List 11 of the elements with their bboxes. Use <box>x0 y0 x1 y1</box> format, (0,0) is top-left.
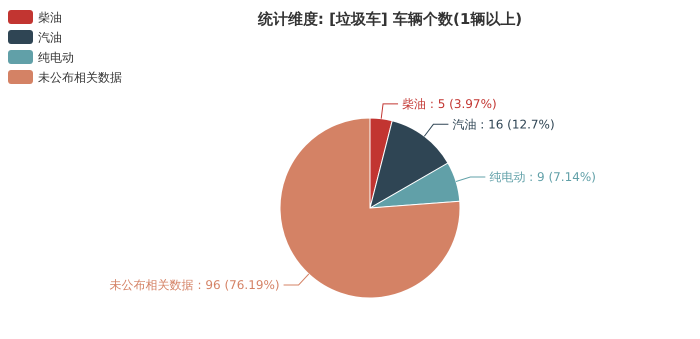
legend-label: 未公布相关数据 <box>38 70 122 84</box>
data-label: 未公布相关数据 : 96 (76.19%) <box>110 278 280 292</box>
legend-label: 汽油 <box>38 30 62 44</box>
data-label: 汽油 : 16 (12.7%) <box>452 117 555 132</box>
data-label: 纯电动 : 9 (7.14%) <box>489 170 596 184</box>
data-label: 柴油 : 5 (3.97%) <box>402 96 497 111</box>
chart-title: 统计维度: [垃圾车] 车辆个数(1辆以上) <box>256 10 522 28</box>
pie-slice <box>370 162 460 208</box>
pie-slice <box>370 120 448 208</box>
legend-label: 纯电动 <box>38 50 74 64</box>
legend-label: 柴油 <box>38 10 62 24</box>
